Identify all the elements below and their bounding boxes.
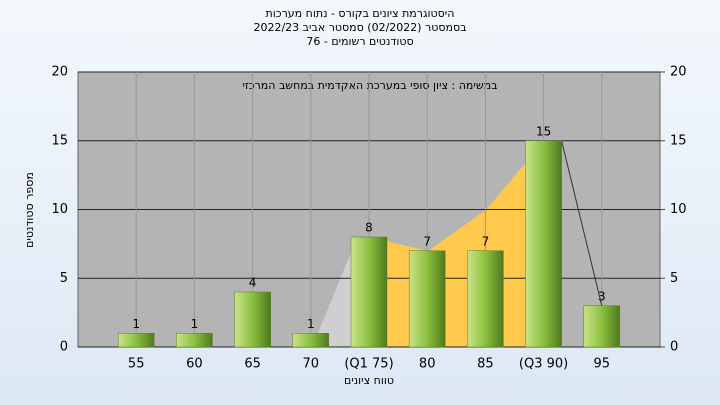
bar xyxy=(525,140,562,348)
y-axis-label: מספר סטודנטים xyxy=(23,172,36,248)
bar xyxy=(467,250,504,348)
x-tick-label: 85 xyxy=(477,357,494,372)
value-label: 7 xyxy=(482,234,490,248)
chart-title: היסטוגרמת ציונים בקורס - נתוח מערכות xyxy=(266,7,455,20)
x-tick-label: 95 xyxy=(594,357,611,372)
connector xyxy=(561,140,603,306)
bar xyxy=(408,250,446,348)
value-label: 3 xyxy=(598,289,606,303)
chart-subtitle: בסמסטר (02/2022) סמסטר אביב 2022/23 xyxy=(253,21,466,34)
y-tick-label: 15 xyxy=(51,133,68,148)
bar xyxy=(117,333,155,348)
y-tick-label: 10 xyxy=(51,202,68,217)
x-tick-label: 65 xyxy=(244,357,261,372)
bar xyxy=(292,333,330,348)
value-label: 1 xyxy=(191,317,199,331)
y-tick-label: 5 xyxy=(60,271,68,286)
bar xyxy=(350,236,388,348)
value-label: 1 xyxy=(307,317,315,331)
y2-tick-label: 10 xyxy=(670,202,687,217)
bar xyxy=(583,305,621,348)
y2-tick-label: 15 xyxy=(670,133,687,148)
x-tick-label: 80 xyxy=(419,357,436,372)
x-tick-label: (Q1 75) xyxy=(344,357,393,372)
y2-tick-label: 5 xyxy=(670,271,678,286)
x-axis-label: טווח ציונים xyxy=(344,374,394,387)
chart-subtitle: סטודנטים רשומים - 76 xyxy=(306,35,413,48)
value-label: 7 xyxy=(423,234,431,248)
x-tick-label: 60 xyxy=(186,357,203,372)
bar xyxy=(234,291,271,348)
value-label: 1 xyxy=(132,317,140,331)
y-tick-label: 0 xyxy=(60,340,68,355)
value-label: 8 xyxy=(365,221,373,235)
x-tick-label: 55 xyxy=(128,357,145,372)
value-label: 15 xyxy=(536,124,551,138)
bar xyxy=(176,333,213,348)
value-label: 4 xyxy=(249,276,257,290)
x-tick-label: 70 xyxy=(303,357,320,372)
x-tick-label: (Q3 90) xyxy=(519,357,568,372)
annotation: במשימה : ציון סופי במערכת האקדמית במחשב … xyxy=(243,79,498,92)
y2-tick-label: 0 xyxy=(670,340,678,355)
y-tick-label: 20 xyxy=(51,65,68,80)
y2-tick-label: 20 xyxy=(670,65,687,80)
